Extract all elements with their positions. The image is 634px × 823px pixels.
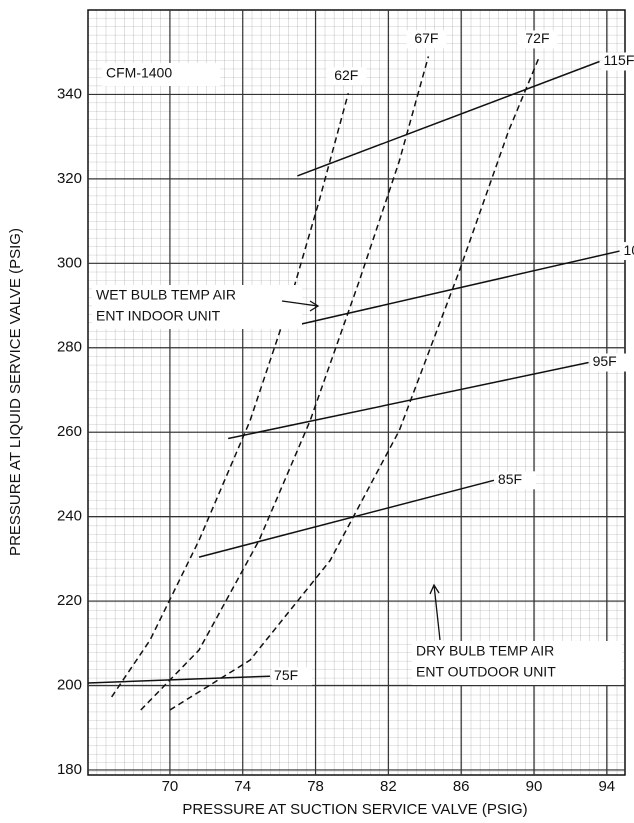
series-line [297,60,600,177]
label-bg [590,353,631,372]
series-label: 67F [414,30,438,46]
y-tick-label: 280 [57,339,82,356]
x-tick-label: 78 [307,778,324,795]
x-tick-label: 82 [380,778,397,795]
series-line [198,479,495,558]
series-label: 105F [624,242,634,258]
label-bg [621,242,634,261]
y-tick-label: 200 [57,676,82,693]
series-label: 75F [274,667,298,683]
series-label: 95F [593,353,617,369]
plot-frame [87,9,626,776]
series-line [111,92,350,698]
annotation-bg [102,63,220,86]
annotation-arrow [429,583,441,641]
series-label: 62F [334,67,358,83]
x-tick-label: 70 [162,778,179,795]
series-line [140,56,430,711]
annotation: WET BULB TEMP AIR [96,287,236,303]
y-tick-label: 240 [57,508,82,525]
series-line [87,675,271,684]
y-tick-label: 300 [57,254,82,271]
label-bg [326,67,367,86]
x-tick-label: 74 [234,778,251,795]
y-axis-title: PRESSURE AT LIQUID SERVICE VALVE (PSIG) [7,228,24,556]
label-bg [272,667,313,686]
x-tick-label: 94 [598,778,615,795]
y-tick-label: 320 [57,170,82,187]
label-bg [406,30,447,49]
x-tick-label: 86 [453,778,470,795]
x-axis-title: PRESSURE AT SUCTION SERVICE VALVE (PSIG) [182,801,527,818]
annotation: CFM-1400 [106,65,172,81]
y-tick-label: 340 [57,85,82,102]
series-line [169,56,541,711]
annotation-bg [92,285,302,329]
annotation: ENT INDOOR UNIT [96,308,221,324]
label-bg [601,52,634,71]
x-tick-label: 90 [526,778,543,795]
annotation-bg [412,641,622,685]
annotation-arrow [281,300,320,312]
series-line [228,361,589,440]
series-label: 115F [604,52,634,68]
label-bg [517,30,558,49]
series-label: 85F [498,471,522,487]
series-label: 72F [525,30,549,46]
annotation: ENT OUTDOOR UNIT [416,664,556,680]
y-tick-label: 220 [57,592,82,609]
y-tick-label: 260 [57,423,82,440]
y-tick-label: 180 [57,761,82,778]
label-bg [495,471,536,490]
annotation: DRY BULB TEMP AIR [416,643,554,659]
